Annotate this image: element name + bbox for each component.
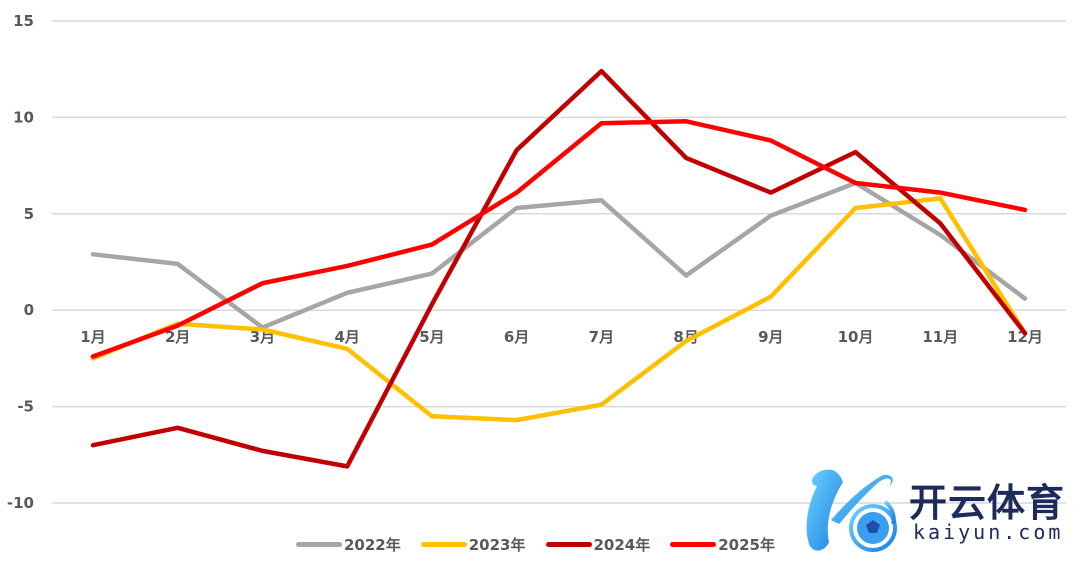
legend: 2022年 2023年 2024年 2025年 [296,534,775,555]
legend-item-2022: 2022年 [296,534,401,555]
x-axis-labels: 1月 2月 3月 4月 5月 6月 7月 8月 9月 10月 11月 12月 [80,328,1043,346]
x-tick-label: 4月 [334,328,359,346]
x-tick-label: 12月 [1007,328,1043,346]
y-tick-label: 10 [13,108,34,126]
y-tick-label: -10 [7,494,34,512]
series-line-2023年 [90,196,1028,423]
watermark-title: 开云体育 [909,481,1066,525]
x-tick-label: 6月 [504,328,529,346]
series-line-2025年 [90,119,1028,359]
legend-swatch-icon [420,542,467,547]
kaiyun-logo-icon [806,469,897,552]
legend-label: 2023年 [468,536,526,554]
y-tick-label: -5 [17,398,34,416]
series-lines [90,68,1028,469]
x-tick-label: 1月 [80,328,105,346]
x-tick-label: 11月 [922,328,958,346]
legend-swatch-icon [670,542,717,547]
x-tick-label: 8月 [673,328,698,346]
y-tick-label: 15 [13,12,34,30]
y-axis-labels: 15 10 5 0 -5 -10 [7,12,34,512]
legend-item-2023: 2023年 [420,534,526,555]
gridlines [52,20,1066,504]
legend-swatch-icon [296,542,342,547]
x-tick-label: 7月 [589,328,614,346]
legend-label: 2025年 [718,536,775,554]
x-tick-label: 5月 [419,328,444,346]
x-tick-label: 10月 [838,328,874,346]
legend-item-2024: 2024年 [545,534,651,555]
legend-label: 2024年 [593,536,651,554]
series-line-2022年 [90,180,1028,330]
watermark-logo: 开云体育 kaiyun.com [795,462,1080,562]
series-line-2024年 [90,68,1028,469]
legend-item-2025: 2025年 [670,534,775,555]
legend-label: 2022年 [344,536,401,554]
watermark-subtitle: kaiyun.com [913,520,1064,544]
x-tick-label: 2月 [165,328,190,346]
y-tick-label: 0 [24,301,34,319]
x-tick-label: 9月 [758,328,783,346]
legend-swatch-icon [545,542,592,547]
y-tick-label: 5 [24,205,34,223]
